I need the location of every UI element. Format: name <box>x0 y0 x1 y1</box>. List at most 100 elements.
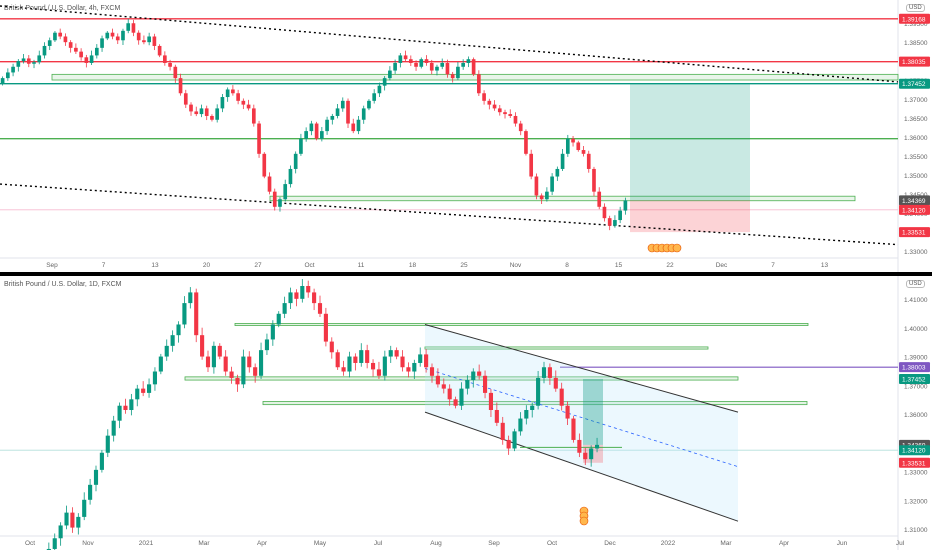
candle-body <box>465 380 470 389</box>
candle-body <box>471 59 476 75</box>
candle-body <box>571 138 575 143</box>
candle-body <box>47 40 52 46</box>
channel-upper-line <box>424 324 739 413</box>
price-badge <box>899 227 930 238</box>
price-chart-1d[interactable]: 1.410001.400001.390001.370001.360001.350… <box>0 276 932 550</box>
candle-body <box>471 371 476 381</box>
candle-body <box>356 119 361 132</box>
candle-body <box>424 354 429 368</box>
candle-body <box>597 191 602 207</box>
candle-body <box>576 142 581 151</box>
candle-body <box>594 444 600 449</box>
candle-body <box>341 367 346 372</box>
candle-body <box>229 371 234 378</box>
candle-body <box>70 512 75 528</box>
price-badge-label: 1.34120 <box>902 207 926 214</box>
candle-body <box>188 292 193 304</box>
currency-badge-4h[interactable]: USD <box>906 4 925 12</box>
price-tick-label: 1.35500 <box>904 154 928 161</box>
candle-body <box>210 115 214 120</box>
price-badge-label: 1.37452 <box>902 376 926 383</box>
candle-body <box>487 100 492 105</box>
price-badge-label: 1.33531 <box>902 230 926 237</box>
candle-body <box>335 108 340 116</box>
candle-body <box>247 356 252 368</box>
candle-body <box>459 388 464 406</box>
price-tick-label: 1.35000 <box>904 173 928 180</box>
candle-body <box>536 377 541 406</box>
position-target-zone <box>583 378 603 445</box>
candle-body <box>453 399 458 406</box>
candle-body <box>565 405 570 419</box>
price-tick-label: 1.33000 <box>904 470 928 477</box>
candle-body <box>194 111 199 115</box>
candle-body <box>164 345 169 357</box>
candle-body <box>524 410 529 419</box>
candle-body <box>141 388 146 393</box>
candle-body <box>82 499 87 517</box>
candle-body <box>168 62 172 67</box>
candle-body <box>288 168 293 185</box>
candle-body <box>418 354 423 363</box>
candle-body <box>157 45 162 56</box>
candle-body <box>294 292 299 299</box>
candle-body <box>241 100 246 105</box>
price-chart-4h[interactable]: 1.395001.385001.380001.375001.370001.365… <box>0 0 932 272</box>
candle-body <box>215 108 220 120</box>
time-tick-label: Dec <box>716 262 728 269</box>
time-tick-label: Sep <box>46 262 58 269</box>
candle-body <box>163 55 167 63</box>
candle-body <box>170 335 175 346</box>
price-tick-label: 1.36500 <box>904 116 928 123</box>
time-tick-label: Dec <box>604 540 616 547</box>
time-tick-label: May <box>314 540 327 547</box>
candle-body <box>477 371 482 376</box>
currency-badge-1d[interactable]: USD <box>906 280 925 288</box>
candle-body <box>37 55 42 63</box>
price-badge-label: 1.38003 <box>902 365 926 372</box>
candle-body <box>88 484 93 500</box>
candle-body <box>524 131 528 154</box>
candle-body <box>555 168 560 177</box>
candle-body <box>63 36 68 43</box>
candle-body <box>365 350 370 363</box>
candle-body <box>99 452 104 470</box>
candle-body <box>152 371 158 385</box>
candle-body <box>189 104 193 112</box>
candle-body <box>325 119 329 132</box>
candle-body <box>94 47 99 56</box>
price-badge <box>899 78 930 89</box>
candle-body <box>21 58 26 62</box>
candle-body <box>441 384 446 389</box>
time-tick-label: 2021 <box>139 540 154 547</box>
candle-body <box>58 525 63 539</box>
lower-trendline <box>0 183 899 246</box>
time-tick-label: Jul <box>374 540 383 547</box>
chart-panel-1d[interactable]: 1.410001.400001.390001.370001.360001.350… <box>0 276 932 550</box>
candle-body <box>506 439 511 449</box>
candle-body <box>288 292 293 304</box>
candle-body <box>382 356 387 376</box>
time-tick-label: Apr <box>779 540 790 547</box>
candle-body <box>299 138 303 154</box>
candle-body <box>482 93 486 101</box>
channel-fill <box>425 324 738 522</box>
panel-separator[interactable] <box>0 272 932 276</box>
candle-body <box>388 350 393 357</box>
price-badge <box>899 362 930 373</box>
price-tick-label: 1.41000 <box>904 297 928 304</box>
candle-body <box>121 30 125 41</box>
candle-body <box>613 220 617 226</box>
candle-body <box>419 59 424 67</box>
price-tick-label: 1.31000 <box>904 527 928 534</box>
candle-body <box>539 195 544 200</box>
candle-body <box>84 57 89 63</box>
candle-body <box>553 377 558 389</box>
chart-panel-4h[interactable]: 1.395001.385001.380001.375001.370001.365… <box>0 0 932 272</box>
candle-body <box>0 78 5 84</box>
candle-body <box>100 38 104 48</box>
candle-body <box>394 350 399 357</box>
time-tick-label: 7 <box>102 262 106 269</box>
candle-body <box>376 369 382 376</box>
time-tick-label: 7 <box>771 262 775 269</box>
